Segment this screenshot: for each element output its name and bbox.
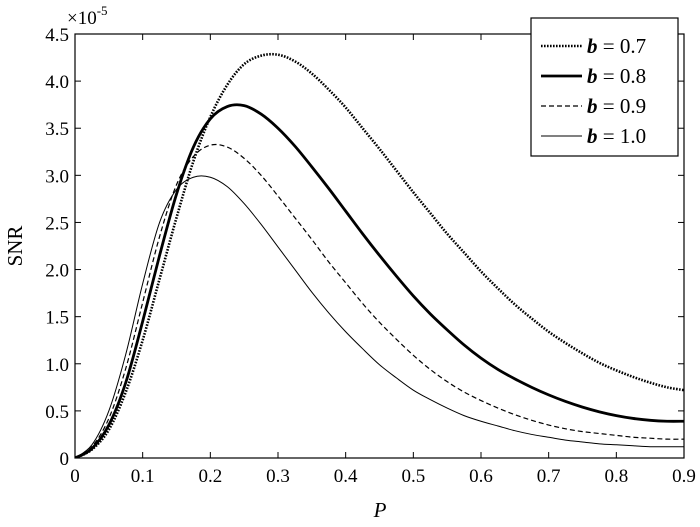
x-tick-label: 0.7 <box>537 466 561 487</box>
y-exponent-base: ×10 <box>67 8 97 29</box>
y-tick-label: 3.0 <box>45 166 69 187</box>
series-line-1 <box>75 103 684 458</box>
series-lines <box>75 52 684 458</box>
y-tick-label: 2.5 <box>45 213 69 234</box>
legend-label-value: = 1.0 <box>598 124 647 148</box>
legend-label-var: b <box>587 64 598 88</box>
legend-label-value: = 0.7 <box>598 34 647 58</box>
x-tick-label: 0.5 <box>401 466 425 487</box>
x-tick-label: 0.6 <box>469 466 493 487</box>
axis-ticks: 0 0.1 0.2 0.3 0.4 0.5 0.6 0.7 0.8 0.9 0 0.5 1.0 1.5 2.… <box>45 25 696 487</box>
legend-label: b = 1.0 <box>587 124 646 148</box>
x-tick-label: 0.8 <box>604 466 628 487</box>
legend-items: b = 0.7b = 0.8b = 0.9b = 1.0 <box>541 34 646 148</box>
legend-label: b = 0.8 <box>587 64 646 88</box>
y-tick-label: 1.5 <box>45 308 69 329</box>
plot-frame <box>74 33 685 459</box>
x-tick-label: 0.1 <box>131 466 155 487</box>
y-exponent-power: -5 <box>97 3 108 18</box>
series-line-3 <box>75 175 684 458</box>
x-tick-label: 0.2 <box>198 466 222 487</box>
series-line-2 <box>75 143 684 458</box>
legend-label-var: b <box>587 124 598 148</box>
series-line-0 <box>75 52 684 458</box>
y-tick-label: 4.5 <box>45 25 69 46</box>
y-tick-label: 0.5 <box>45 402 69 423</box>
legend-label-var: b <box>587 34 598 58</box>
y-tick-label: 2.0 <box>45 261 69 282</box>
legend-label: b = 0.9 <box>587 94 646 118</box>
x-axis-label: P <box>373 498 387 522</box>
y-exponent-label: ×10-5 <box>67 3 108 29</box>
x-tick-label: 0 <box>70 466 80 487</box>
legend-label-value: = 0.9 <box>598 94 647 118</box>
y-tick-label: 0 <box>60 449 70 470</box>
x-tick-label: 0.9 <box>672 466 696 487</box>
legend-label-var: b <box>587 94 598 118</box>
x-tick-label: 0.4 <box>334 466 358 487</box>
y-axis-label: SNR <box>3 226 27 267</box>
y-tick-label: 3.5 <box>45 119 69 140</box>
legend-box <box>530 17 679 157</box>
legend-label-value: = 0.8 <box>598 64 647 88</box>
legend: b = 0.7b = 0.8b = 0.9b = 1.0 <box>530 17 679 157</box>
y-tick-label: 1.0 <box>45 355 69 376</box>
x-tick-label: 0.3 <box>266 466 290 487</box>
y-tick-label: 4.0 <box>45 72 69 93</box>
legend-label: b = 0.7 <box>587 34 646 58</box>
